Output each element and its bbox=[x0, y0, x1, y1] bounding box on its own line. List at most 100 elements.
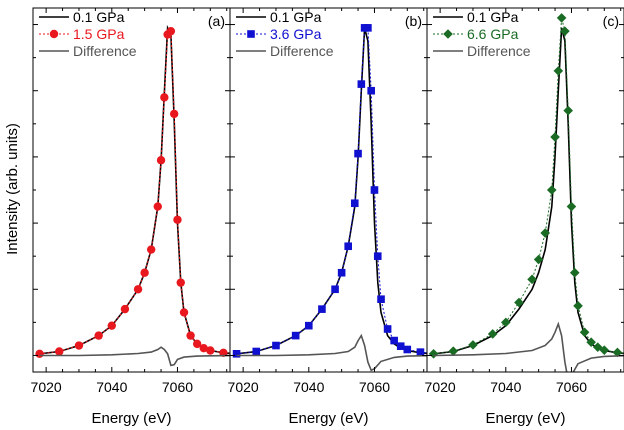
legend-label: 0.1 GPa bbox=[270, 9, 322, 25]
series-b-2-point bbox=[403, 345, 412, 354]
series-a-2-point bbox=[120, 304, 130, 314]
series-a-2-point bbox=[186, 331, 195, 340]
plot-area-a bbox=[35, 24, 230, 367]
series-b-2-point bbox=[331, 285, 339, 294]
x-axis-title-a: Energy (eV) bbox=[91, 410, 171, 427]
series-b-2-point bbox=[252, 347, 261, 356]
series-a-3-line bbox=[39, 346, 230, 367]
series-b-2-point bbox=[373, 252, 382, 260]
series-c-2-point bbox=[579, 327, 590, 338]
series-b-2-point bbox=[272, 341, 280, 350]
series-c-2-point bbox=[566, 201, 577, 212]
series-c-2-point bbox=[501, 317, 511, 328]
series-a-2-point bbox=[147, 245, 156, 254]
legend-label: 0.1 GPa bbox=[467, 9, 519, 25]
x-tick-label: 7020 bbox=[228, 379, 259, 395]
series-a-2-point bbox=[94, 331, 103, 340]
series-b-2-point bbox=[337, 268, 346, 277]
series-b-2-point bbox=[350, 199, 359, 208]
series-c-2-point bbox=[563, 105, 573, 116]
series-a-2-point bbox=[107, 321, 117, 330]
series-c-2-point bbox=[599, 345, 610, 355]
plot-area-b bbox=[232, 24, 427, 372]
series-b-2-point bbox=[396, 342, 405, 350]
series-c-2-point bbox=[550, 132, 560, 142]
series-c-2-point bbox=[527, 274, 537, 285]
series-c-2-point bbox=[487, 329, 498, 339]
series-a-2-point bbox=[55, 347, 64, 356]
legend-label: 1.5 GPa bbox=[73, 26, 125, 42]
series-c-2-point bbox=[553, 66, 564, 76]
series-a-2-line bbox=[39, 30, 230, 355]
series-b-2-point bbox=[383, 325, 392, 333]
series-a-2-point bbox=[206, 346, 215, 355]
x-tick-label: 7060 bbox=[359, 379, 390, 395]
series-a-2-point bbox=[166, 26, 176, 36]
series-a-1-line bbox=[39, 24, 230, 355]
series-c-2-point bbox=[428, 349, 439, 359]
series-c-2-point bbox=[569, 267, 580, 278]
series-c-2-point bbox=[533, 254, 544, 265]
x-tick-label: 7060 bbox=[162, 379, 193, 395]
series-a-2-point bbox=[169, 109, 179, 119]
series-b-3-line bbox=[236, 333, 427, 372]
series-c-2-point bbox=[448, 346, 459, 356]
y-axis-title: Intensity (arb. units) bbox=[4, 123, 21, 255]
series-c-2-line bbox=[433, 17, 624, 355]
series-b-2-point bbox=[377, 295, 385, 303]
series-a-2-point bbox=[192, 339, 202, 349]
series-b-2-point bbox=[291, 331, 300, 340]
legend-label: 6.6 GPa bbox=[467, 26, 519, 42]
series-c-1-line bbox=[433, 27, 624, 355]
x-axis-title-b: Energy (eV) bbox=[288, 410, 368, 427]
series-a-2-point bbox=[133, 285, 143, 294]
panel-label-a: (a) bbox=[208, 13, 225, 29]
x-tick-label: 7020 bbox=[425, 379, 456, 395]
legend-marker bbox=[49, 29, 59, 39]
legend-label: Difference bbox=[270, 43, 334, 59]
series-b-2-point bbox=[354, 149, 362, 158]
plot-area-c bbox=[428, 13, 624, 372]
x-tick-label: 7040 bbox=[96, 379, 127, 395]
series-b-2-point bbox=[364, 24, 372, 32]
series-c-2-point bbox=[540, 228, 550, 238]
legend-label: Difference bbox=[467, 43, 531, 59]
series-a-2-point bbox=[199, 343, 208, 353]
series-b-2-point bbox=[357, 80, 366, 88]
series-c-3-line bbox=[433, 321, 624, 372]
series-b-2-point bbox=[367, 86, 375, 95]
series-a-2-point bbox=[74, 341, 84, 350]
legend-label: Difference bbox=[73, 43, 137, 59]
series-a-2-point bbox=[173, 215, 182, 224]
series-b-1-line bbox=[236, 27, 427, 355]
series-b-2-point bbox=[318, 305, 326, 313]
plot-frame-c bbox=[426, 7, 624, 373]
series-a-2-point bbox=[160, 93, 169, 102]
series-b-2-point bbox=[416, 348, 425, 356]
plot-frame-a bbox=[32, 7, 231, 373]
panel-label-c: (c) bbox=[603, 13, 619, 29]
legend-label: 3.6 GPa bbox=[270, 26, 322, 42]
series-c-2-point bbox=[612, 347, 623, 358]
legend-marker bbox=[247, 30, 255, 38]
series-c-2-point bbox=[546, 185, 557, 195]
series-c-2-point bbox=[560, 26, 570, 36]
series-b-2-line bbox=[236, 27, 427, 355]
series-a-2-point bbox=[179, 308, 189, 317]
series-a-2-point bbox=[156, 156, 166, 165]
x-tick-label: 7020 bbox=[31, 379, 62, 395]
series-c-2-point bbox=[468, 340, 478, 350]
series-a-2-point bbox=[176, 278, 185, 287]
series-c-2-point bbox=[586, 337, 596, 348]
series-b-2-point bbox=[344, 242, 352, 251]
series-b-2-point bbox=[305, 321, 313, 330]
x-tick-label: 7040 bbox=[293, 379, 324, 395]
series-a-2-point bbox=[140, 268, 149, 277]
series-a-2-point bbox=[153, 202, 162, 211]
